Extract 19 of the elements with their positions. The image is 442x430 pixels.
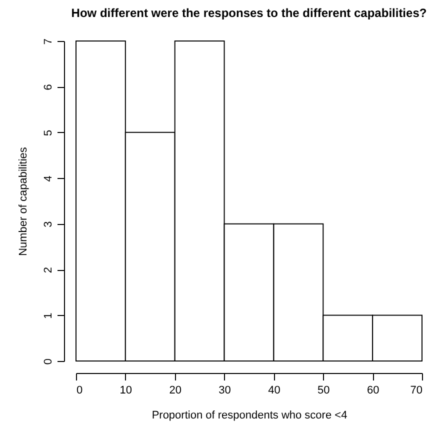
y-axis-title: Number of capabilities bbox=[18, 146, 30, 256]
x-tick-label: 60 bbox=[366, 384, 380, 396]
x-tick-label: 10 bbox=[120, 384, 132, 396]
y-tick-label: 7 bbox=[42, 38, 54, 45]
x-tick-label: 0 bbox=[76, 384, 83, 396]
x-tick-label: 40 bbox=[268, 384, 280, 396]
y-tick-label: 6 bbox=[42, 84, 54, 90]
y-tick-label: 5 bbox=[42, 130, 54, 136]
x-tick-label: 50 bbox=[318, 384, 330, 396]
y-tick-label: 2 bbox=[42, 267, 54, 274]
chart-title: How different were the responses to the different capabilities? bbox=[71, 6, 427, 20]
x-tick-label: 30 bbox=[218, 384, 231, 396]
y-tick-label: 1 bbox=[42, 312, 54, 319]
y-tick-label: 3 bbox=[42, 221, 54, 228]
x-tick-label: 70 bbox=[410, 384, 422, 396]
y-tick-label: 0 bbox=[42, 358, 54, 365]
x-tick-label: 20 bbox=[169, 384, 182, 396]
y-tick-label: 4 bbox=[42, 176, 54, 182]
x-axis-title: Proportion of respondents who score <4 bbox=[152, 410, 348, 422]
